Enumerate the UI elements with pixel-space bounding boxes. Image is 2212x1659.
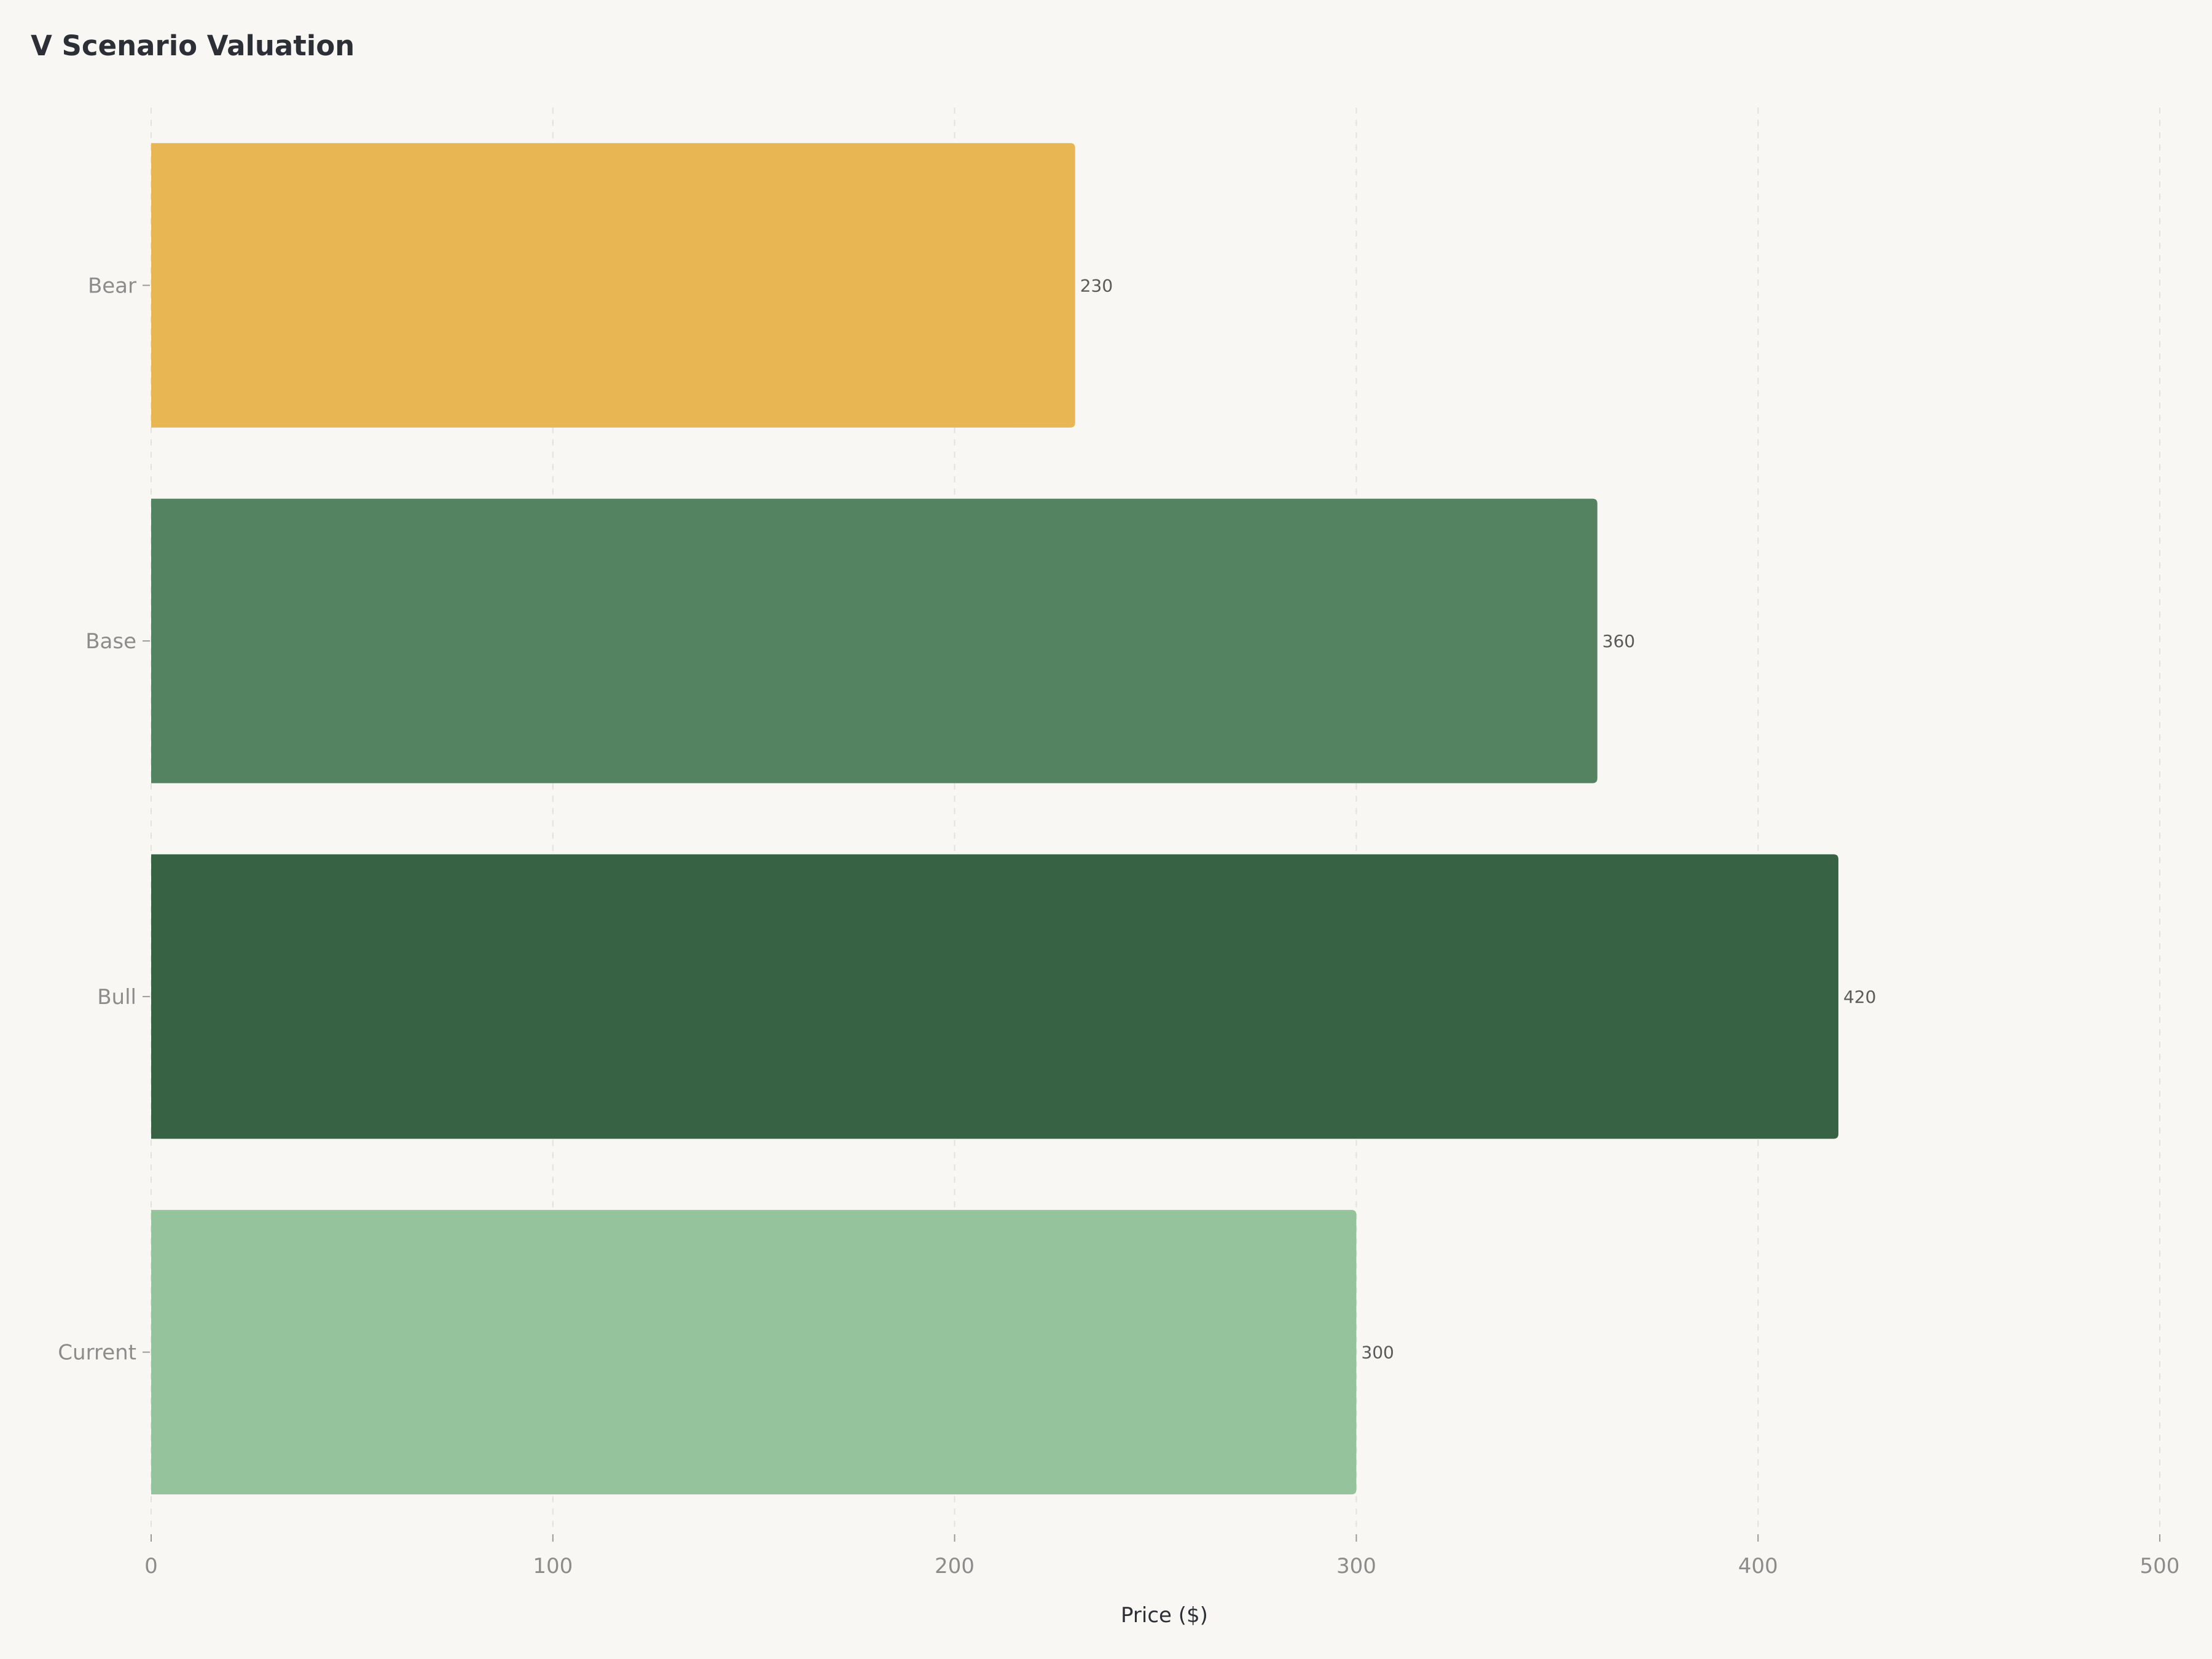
data-label: 420 <box>1843 987 1876 1007</box>
y-axis-ticks: Bear Base Bull Current <box>58 273 150 1365</box>
bar-current <box>151 1210 1357 1495</box>
data-label: 230 <box>1080 275 1113 296</box>
y-tick-label: Bear <box>88 273 136 298</box>
x-tick-label: 0 <box>144 1554 158 1579</box>
bar-bear <box>151 143 1075 428</box>
value-labels: 230 360 420 300 <box>1080 275 1877 1362</box>
bar-bull <box>151 854 1838 1139</box>
y-tick-label: Base <box>85 629 136 654</box>
x-tick-label: 200 <box>935 1554 975 1579</box>
chart-title: V Scenario Valuation <box>31 29 355 62</box>
x-axis-title: Price ($) <box>1121 1603 1208 1628</box>
data-label: 300 <box>1361 1343 1394 1363</box>
bars <box>151 143 1838 1495</box>
data-label: 360 <box>1602 631 1635 651</box>
y-tick-label: Bull <box>97 985 136 1010</box>
x-axis-ticks: 0 100 200 300 400 500 <box>144 1534 2179 1579</box>
x-tick-label: 300 <box>1336 1554 1376 1579</box>
x-tick-label: 500 <box>2140 1554 2180 1579</box>
x-tick-label: 400 <box>1738 1554 1778 1579</box>
x-tick-label: 100 <box>533 1554 573 1579</box>
y-tick-label: Current <box>58 1341 136 1365</box>
bar-base <box>151 498 1598 783</box>
